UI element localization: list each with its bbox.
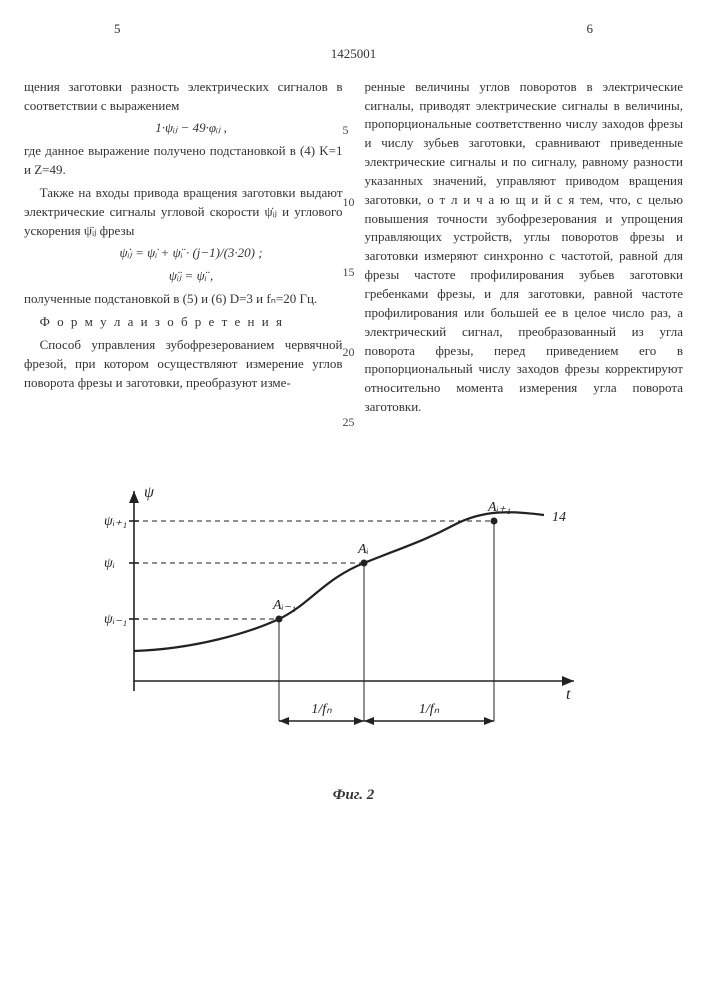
- arrow-icon: [129, 491, 139, 503]
- right-column: ренные величины углов поворотов в электр…: [365, 78, 684, 421]
- para: где данное выражение получено подстановк…: [24, 142, 343, 180]
- lineno: 20: [343, 344, 355, 361]
- curve-label: 14: [552, 510, 566, 525]
- lineno: 10: [343, 194, 355, 211]
- dimension: [279, 717, 364, 725]
- page-num-left: 5: [114, 20, 121, 39]
- dimension-label: 1/fₙ: [311, 702, 332, 717]
- point-marker: [275, 615, 282, 622]
- para: щения заготовки разность электрических с…: [24, 78, 343, 116]
- document-number: 1425001: [24, 45, 683, 64]
- lineno: 25: [343, 414, 355, 431]
- y-axis-label: ψ: [144, 484, 155, 501]
- lineno: 5: [343, 122, 349, 139]
- para: Способ управления зубофрезерованием черв…: [24, 336, 343, 393]
- point-label: Aᵢ: [357, 542, 369, 557]
- point-label: Aᵢ₊₁: [487, 500, 511, 515]
- ytick-label: ψᵢ: [104, 556, 115, 571]
- para: Также на входы привода вращения заготовк…: [24, 184, 343, 241]
- left-column: щения заготовки разность электрических с…: [24, 78, 343, 421]
- lineno: 15: [343, 264, 355, 281]
- point-marker: [360, 559, 367, 566]
- point-marker: [490, 517, 497, 524]
- section-title: Ф о р м у л а и з о б р е т е н и я: [24, 313, 343, 332]
- x-axis-label: t: [566, 686, 571, 703]
- formula: 1·ψᵢⱼ − 49·φᵢⱼ ,: [24, 119, 343, 138]
- figure-caption: Фиг. 2: [24, 785, 683, 807]
- arrow-icon: [562, 676, 574, 686]
- para: полученные подстановкой в (5) и (6) D=3 …: [24, 290, 343, 309]
- ytick-label: ψᵢ₋₁: [104, 612, 127, 627]
- dimension-label: 1/fₙ: [418, 702, 439, 717]
- figure-2: ψ t 14 Aᵢ₋₁ Aᵢ Aᵢ₊₁ ψᵢ₋₁ ψᵢ ψᵢ₊₁ 1/fₙ 1/…: [24, 481, 683, 781]
- chart-svg: ψ t 14 Aᵢ₋₁ Aᵢ Aᵢ₊₁ ψᵢ₋₁ ψᵢ ψᵢ₊₁ 1/fₙ 1/…: [104, 481, 604, 781]
- page-header: 5 6: [24, 20, 683, 39]
- text-columns: щения заготовки разность электрических с…: [24, 78, 683, 421]
- dimension: [364, 717, 494, 725]
- formula: ψ̈ᵢⱼ = ψ̈ᵢ ,: [24, 267, 343, 286]
- curve: [134, 512, 544, 651]
- page-num-right: 6: [587, 20, 594, 39]
- para: ренные величины углов поворотов в электр…: [365, 78, 684, 417]
- ytick-label: ψᵢ₊₁: [104, 514, 127, 529]
- formula: ψ̇ᵢⱼ = ψ̇ᵢ + ψ̈ᵢ · (j−1)/(3·20) ;: [24, 244, 343, 263]
- point-label: Aᵢ₋₁: [272, 598, 296, 613]
